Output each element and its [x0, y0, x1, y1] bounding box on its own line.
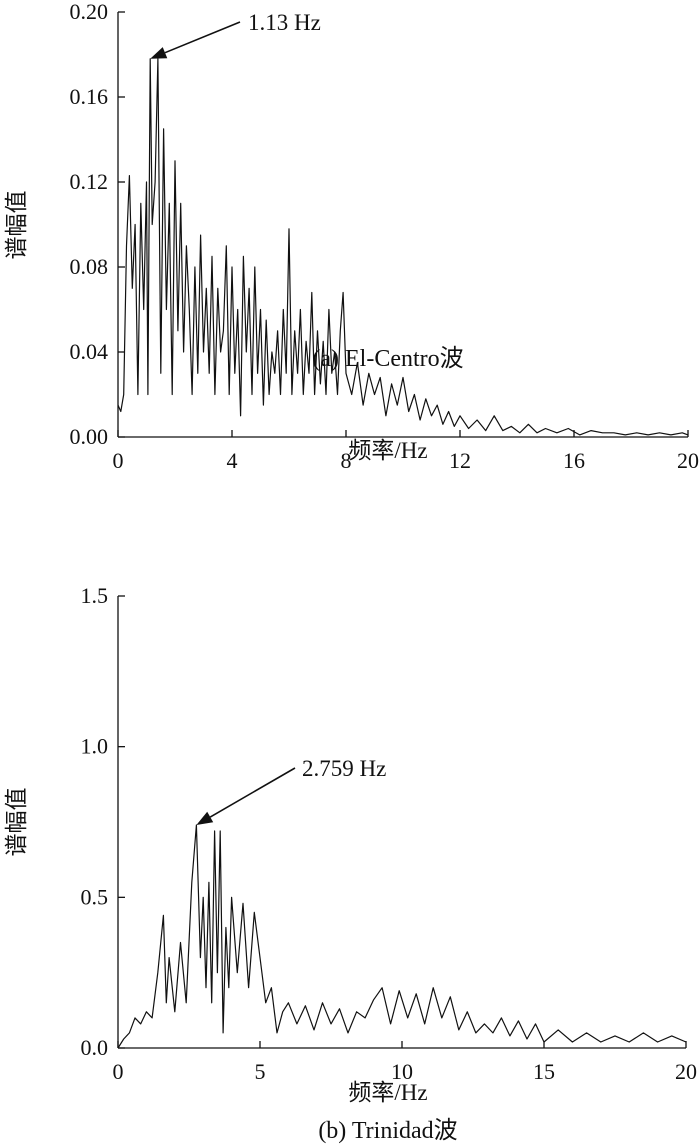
x-tick-label: 8: [341, 448, 352, 473]
panel-b-x-axis-title: 频率/Hz: [348, 1080, 427, 1105]
y-tick-label: 0.04: [70, 339, 109, 364]
y-tick-label: 0.08: [70, 254, 109, 279]
spectrum-series-line: [117, 824, 687, 1049]
panel-a-y-axis-title: 谱幅值: [4, 191, 29, 260]
y-tick-label: 0.0: [81, 1035, 109, 1060]
panel-a-x-axis-title: 频率/Hz: [348, 438, 427, 463]
y-tick-label: 1.5: [81, 583, 109, 608]
panel-a-caption: (a) El-Centro波: [312, 345, 463, 372]
y-tick-label: 0.16: [70, 84, 109, 109]
y-tick-label: 1.0: [81, 734, 109, 759]
x-tick-label: 0: [113, 1059, 124, 1084]
y-tick-label: 0.12: [70, 169, 109, 194]
annotation-arrowhead: [150, 47, 168, 59]
panel-b-y-axis-title: 谱幅值: [4, 788, 29, 857]
peak-annotation-label: 2.759 Hz: [302, 756, 386, 781]
x-tick-label: 20: [675, 1059, 697, 1084]
peak-annotation-label: 1.13 Hz: [248, 10, 321, 35]
panel-b-caption: (b) Trinidad波: [318, 1117, 457, 1144]
y-tick-label: 0.00: [70, 424, 109, 449]
x-tick-label: 12: [449, 448, 471, 473]
x-tick-label: 16: [563, 448, 585, 473]
annotation-arrow-line: [209, 767, 296, 818]
x-tick-label: 10: [391, 1059, 413, 1084]
panel-b-trinidad: (b) Trinidad波 频率/Hz 谱幅值 0 5 10 15 20 0.0 0.5 1.…: [4, 583, 697, 1144]
x-tick-label: 5: [255, 1059, 266, 1084]
panel-a-el-centro: (a) El-Centro波 频率/Hz 谱幅值 0 4 8 12 16 20 0.00 0.…: [4, 0, 699, 473]
x-tick-label: 20: [677, 448, 699, 473]
x-tick-label: 4: [227, 448, 238, 473]
x-tick-label: 15: [533, 1059, 555, 1084]
annotation-arrow-line: [164, 21, 241, 54]
x-tick-label: 0: [113, 448, 124, 473]
y-tick-label: 0.5: [81, 884, 109, 909]
annotation-arrowhead: [196, 811, 214, 825]
spectrum-series-line: [117, 58, 689, 436]
y-tick-label: 0.20: [70, 0, 109, 24]
